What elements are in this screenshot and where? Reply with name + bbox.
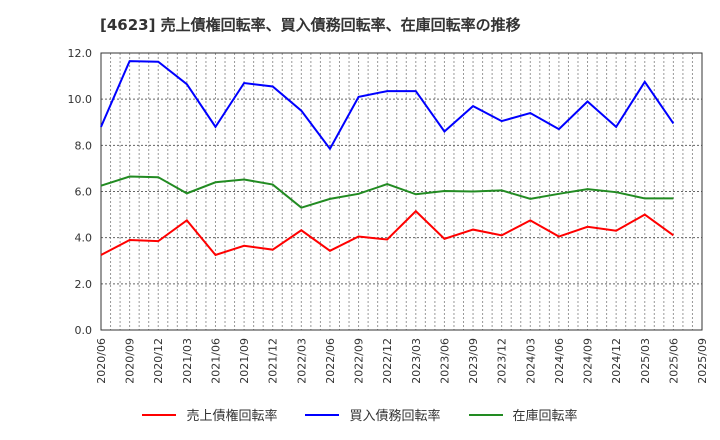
x-tick-label: 2022/06 [324, 338, 337, 384]
x-tick-label: 2023/12 [496, 338, 509, 384]
x-tick-label: 2021/03 [181, 338, 194, 384]
x-tick-label: 2023/09 [467, 338, 480, 384]
x-tick-label: 2025/03 [639, 338, 652, 384]
x-tick-label: 2021/12 [267, 338, 280, 384]
x-tick-label: 2020/12 [152, 338, 165, 384]
y-tick-label: 6.0 [75, 186, 93, 199]
legend-label: 売上債権回転率 [186, 409, 278, 424]
plot-frame [100, 52, 703, 331]
y-tick-label: 12.0 [68, 47, 93, 60]
y-tick-label: 0.0 [75, 324, 93, 337]
x-tick-label: 2024/12 [610, 338, 623, 384]
x-tick-label: 2021/06 [209, 338, 222, 384]
x-tick-label: 2024/06 [553, 338, 566, 384]
y-tick-label: 4.0 [75, 232, 93, 245]
x-tick-label: 2024/03 [524, 338, 537, 384]
legend-item-receivables: 売上債権回転率 [142, 405, 277, 424]
x-tick-label: 2025/09 [696, 338, 709, 384]
legend-label: 買入債務回転率 [349, 409, 441, 424]
x-tick-label: 2022/12 [381, 338, 394, 384]
legend-swatch [142, 413, 177, 416]
x-tick-label: 2023/03 [410, 338, 423, 384]
x-tick-label: 2021/09 [238, 338, 251, 384]
x-tick-label: 2020/06 [95, 338, 108, 384]
x-tick-label: 2022/03 [295, 338, 308, 384]
legend-swatch [305, 413, 340, 416]
y-tick-label: 2.0 [75, 278, 93, 291]
legend-label: 在庫回転率 [512, 409, 578, 424]
legend-item-inventory: 在庫回転率 [468, 405, 578, 424]
x-tick-label: 2020/09 [124, 338, 137, 384]
chart-title: [4623] 売上債権回転率、買入債務回転率、在庫回転率の推移 [100, 16, 521, 34]
x-tick-label: 2023/06 [438, 338, 451, 384]
y-tick-label: 8.0 [75, 139, 93, 152]
x-tick-label: 2022/09 [353, 338, 366, 384]
x-tick-label: 2025/06 [667, 338, 680, 384]
x-tick-label: 2024/09 [582, 338, 595, 384]
legend-item-payables: 買入債務回転率 [305, 405, 441, 424]
legend: 売上債権回転率 買入債務回転率 在庫回転率 [0, 405, 720, 424]
y-tick-label: 10.0 [68, 93, 93, 106]
legend-swatch [468, 413, 503, 416]
